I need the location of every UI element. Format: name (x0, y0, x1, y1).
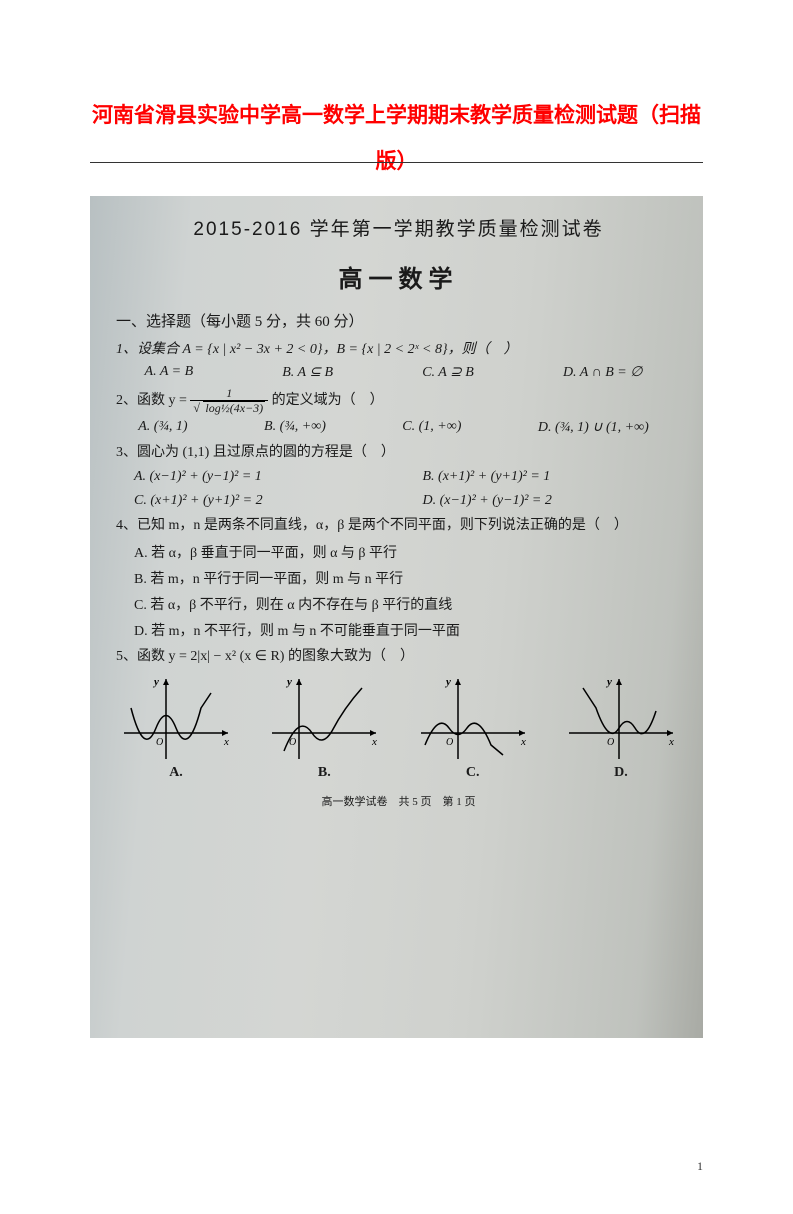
question-1: 1、设集合 A = {x | x² − 3x + 2 < 0}，B = {x |… (116, 339, 681, 360)
graph-d: x y O D. (561, 673, 681, 781)
document-title: 河南省滑县实验中学高一数学上学期期末教学质量检测试题（扫描版） (90, 92, 703, 184)
question-4: 4、已知 m，n 是两条不同直线，α，β 是两个不同平面，则下列说法正确的是（ … (116, 515, 681, 536)
q2-denominator: log½(4x−3) (190, 401, 268, 415)
q3-opt-a: A. (x−1)² + (y−1)² = 1 (134, 469, 393, 485)
section-1-heading: 一、选择题（每小题 5 分，共 60 分） (116, 310, 681, 331)
q3-opt-b: B. (x+1)² + (y+1)² = 1 (423, 469, 682, 485)
q1-opt-b: B. A ⊆ B (282, 364, 333, 381)
svg-text:O: O (446, 737, 453, 748)
graph-d-label: D. (561, 765, 681, 781)
svg-text:y: y (444, 676, 451, 688)
q2-numerator: 1 (190, 387, 268, 401)
graph-c-label: C. (413, 765, 533, 781)
q2-opt-b: B. (¾, +∞) (264, 419, 326, 436)
graph-c: x y O C. (413, 673, 533, 781)
q3-options: A. (x−1)² + (y−1)² = 1 B. (x+1)² + (y+1)… (134, 469, 681, 509)
q2-sqrt: log½(4x−3) (203, 401, 265, 415)
graph-a-svg: x y O (116, 673, 236, 763)
q2-fraction: 1 log½(4x−3) (190, 387, 268, 414)
q1-options: A. A = B B. A ⊆ B C. A ⊇ B D. A ∩ B = ∅ (116, 364, 671, 381)
svg-text:O: O (156, 737, 163, 748)
q2-post: 的定义域为（ ） (272, 393, 384, 408)
scan-footer: 高一数学试卷 共 5 页 第 1 页 (116, 793, 681, 809)
graph-a-label: A. (116, 765, 236, 781)
svg-text:y: y (152, 676, 159, 688)
graph-c-svg: x y O (413, 673, 533, 763)
svg-text:x: x (223, 736, 229, 748)
graph-b: x y O B. (264, 673, 384, 781)
q1-opt-d: D. A ∩ B = ∅ (563, 364, 642, 381)
q2-opt-d: D. (¾, 1) ∪ (1, +∞) (538, 419, 649, 436)
q2-opt-a: A. (¾, 1) (138, 419, 187, 436)
page-number: 1 (697, 1159, 703, 1174)
q1-text: 1、设集合 A = {x | x² − 3x + 2 < 0}，B = {x |… (116, 342, 518, 357)
question-5: 5、函数 y = 2|x| − x² (x ∈ R) 的图象大致为（ ） (116, 646, 681, 667)
graph-b-svg: x y O (264, 673, 384, 763)
q1-opt-c: C. A ⊇ B (422, 364, 474, 381)
svg-text:O: O (607, 737, 614, 748)
svg-text:x: x (371, 736, 377, 748)
exam-header-line1: 2015-2016 学年第一学期教学质量检测试卷 (116, 214, 681, 241)
question-2: 2、函数 y = 1 log½(4x−3) 的定义域为（ ） (116, 387, 681, 414)
svg-text:x: x (520, 736, 526, 748)
question-3: 3、圆心为 (1,1) 且过原点的圆的方程是（ ） (116, 442, 681, 463)
q5-graphs: x y O A. x y O B. (116, 673, 681, 781)
svg-text:y: y (285, 676, 292, 688)
q3-opt-c: C. (x+1)² + (y+1)² = 2 (134, 493, 393, 509)
top-rule (90, 162, 703, 163)
graph-a: x y O A. (116, 673, 236, 781)
q4-opt-d: D. 若 m，n 不平行，则 m 与 n 不可能垂直于同一平面 (134, 620, 681, 640)
exam-header-line2: 高一数学 (116, 259, 681, 294)
scanned-exam-image: 2015-2016 学年第一学期教学质量检测试卷 高一数学 一、选择题（每小题 … (90, 196, 703, 1038)
graph-d-svg: x y O (561, 673, 681, 763)
svg-text:y: y (605, 676, 612, 688)
q2-pre: 2、函数 y = (116, 393, 190, 408)
q4-opt-b: B. 若 m，n 平行于同一平面，则 m 与 n 平行 (134, 568, 681, 588)
q4-opt-a: A. 若 α，β 垂直于同一平面，则 α 与 β 平行 (134, 542, 681, 562)
svg-text:x: x (668, 736, 674, 748)
curve-c (425, 723, 503, 755)
graph-b-label: B. (264, 765, 384, 781)
q4-opt-c: C. 若 α，β 不平行，则在 α 内不存在与 β 平行的直线 (134, 594, 681, 614)
q3-opt-d: D. (x−1)² + (y−1)² = 2 (423, 493, 682, 509)
q2-opt-c: C. (1, +∞) (402, 419, 461, 436)
q1-opt-a: A. A = B (145, 364, 194, 381)
q2-options: A. (¾, 1) B. (¾, +∞) C. (1, +∞) D. (¾, 1… (116, 419, 671, 436)
